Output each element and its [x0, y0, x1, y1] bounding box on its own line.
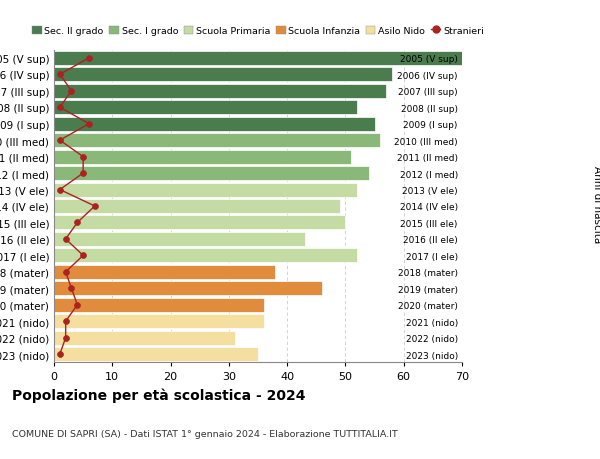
- Bar: [54, 298, 264, 312]
- Bar: [54, 150, 351, 164]
- Point: [61, 318, 70, 325]
- Point: [55, 72, 65, 79]
- Point: [55, 104, 65, 112]
- Text: COMUNE DI SAPRI (SA) - Dati ISTAT 1° gennaio 2024 - Elaborazione TUTTITALIA.IT: COMUNE DI SAPRI (SA) - Dati ISTAT 1° gen…: [12, 429, 398, 438]
- Point: [61, 334, 70, 341]
- Bar: [54, 101, 357, 115]
- Point: [55, 186, 65, 194]
- Point: [79, 252, 88, 259]
- Bar: [54, 52, 462, 66]
- Point: [90, 203, 100, 210]
- Bar: [54, 216, 346, 230]
- Bar: [54, 68, 392, 82]
- Point: [61, 269, 70, 276]
- Text: Anni di nascita: Anni di nascita: [592, 166, 600, 243]
- Bar: [54, 167, 369, 181]
- Point: [73, 219, 82, 227]
- Point: [67, 88, 76, 95]
- Bar: [54, 249, 357, 263]
- Point: [55, 351, 65, 358]
- Text: Popolazione per età scolastica - 2024: Popolazione per età scolastica - 2024: [12, 388, 305, 403]
- Point: [67, 285, 76, 292]
- Bar: [54, 134, 380, 148]
- Legend: Sec. II grado, Sec. I grado, Scuola Primaria, Scuola Infanzia, Asilo Nido, Stran: Sec. II grado, Sec. I grado, Scuola Prim…: [28, 23, 488, 39]
- Point: [79, 154, 88, 161]
- Bar: [54, 314, 264, 329]
- Bar: [54, 232, 305, 246]
- Point: [79, 170, 88, 177]
- Point: [61, 236, 70, 243]
- Bar: [54, 347, 258, 361]
- Bar: [54, 118, 374, 131]
- Point: [73, 302, 82, 309]
- Point: [84, 121, 94, 128]
- Bar: [54, 84, 386, 99]
- Bar: [54, 183, 357, 197]
- Bar: [54, 331, 235, 345]
- Point: [55, 137, 65, 145]
- Point: [84, 55, 94, 62]
- Bar: [54, 265, 275, 279]
- Bar: [54, 282, 322, 296]
- Bar: [54, 200, 340, 213]
